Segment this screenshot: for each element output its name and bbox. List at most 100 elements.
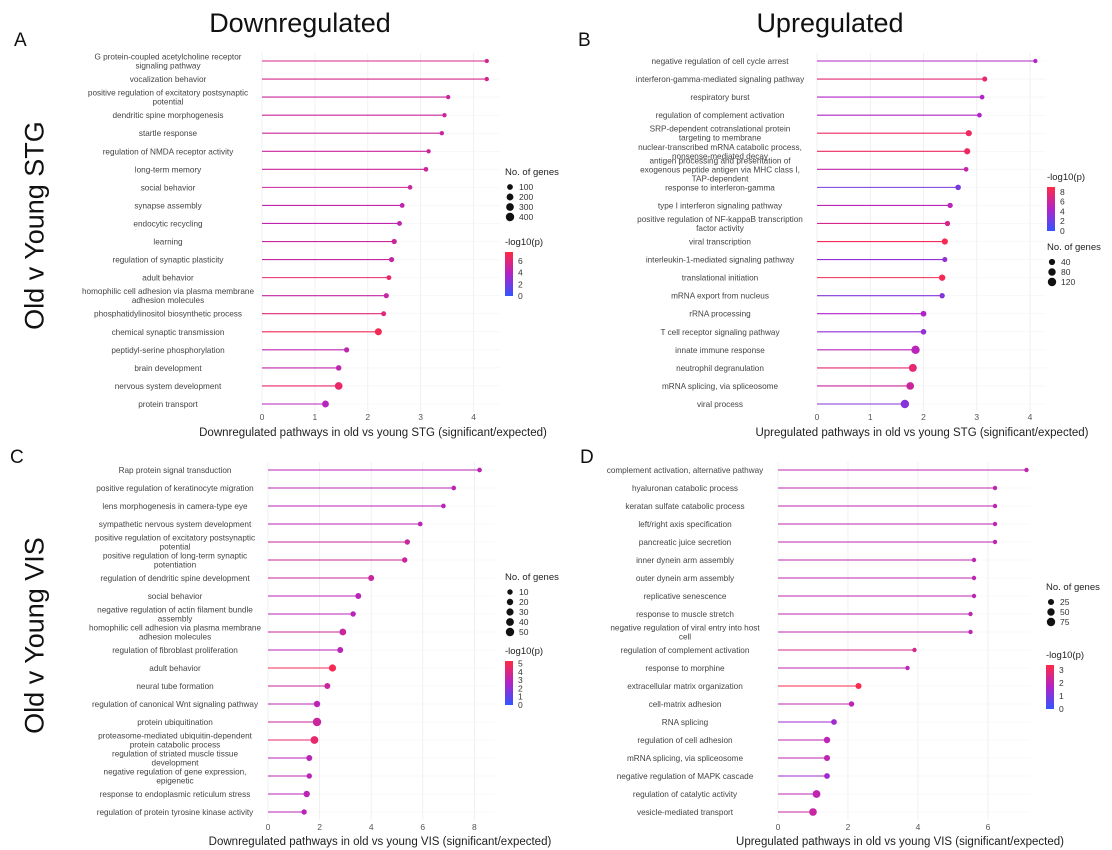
category-label: negative regulation of gene expression, e… (104, 768, 247, 786)
color-legend: -log10(p) 6 42 0 (505, 237, 543, 301)
category-label: SRP-dependent cotranslational protein tar… (650, 125, 791, 143)
x-tick-label: 4 (471, 412, 476, 422)
color-legend-tick: 2 (1059, 678, 1064, 688)
color-legend-bar (1047, 187, 1055, 231)
category-label: peptidyl-serine phosphorylation (111, 346, 225, 355)
lollipop-point (965, 130, 972, 137)
lollipop-point (941, 238, 948, 245)
lollipop-point (417, 521, 423, 527)
size-legend-dot (506, 598, 514, 606)
lollipop-point (442, 112, 447, 118)
lollipop-point (484, 76, 489, 82)
lollipop-point (306, 755, 313, 761)
x-tick-label: 2 (365, 412, 370, 422)
category-label: neural tube formation (136, 682, 214, 691)
lollipop-point (445, 94, 451, 100)
category-label: G protein-coupled acetylcholine receptor… (94, 53, 241, 71)
color-legend: -log10(p) 3 2 1 0 (1046, 650, 1084, 714)
size-legend-label: 75 (1060, 617, 1070, 627)
category-label: mRNA splicing, via spliceosome (662, 382, 778, 391)
color-legend-tick: 0 (1060, 226, 1065, 236)
lollipop-point (971, 593, 977, 599)
category-label: RNA splicing (662, 718, 709, 727)
category-label: respiratory burst (690, 93, 750, 102)
lollipop-point (339, 628, 347, 636)
x-tick-label: 1 (868, 412, 873, 422)
size-legend-label: 300 (519, 202, 533, 212)
category-label: adult behavior (142, 274, 194, 283)
lollipop-point (484, 58, 489, 64)
category-label: translational initiation (682, 274, 759, 283)
category-label: homophilic cell adhesion via plasma memb… (82, 287, 254, 305)
lollipop-point (402, 557, 408, 563)
lollipop-point (947, 202, 953, 209)
category-label: endocytic recycling (133, 219, 203, 228)
lollipop-point (312, 717, 322, 727)
color-legend-tick: 2 (1060, 216, 1065, 226)
size-legend-label: 50 (1060, 607, 1070, 617)
category-label: rRNA processing (689, 310, 751, 319)
x-tick-label: 2 (846, 822, 851, 832)
lollipop-point (992, 539, 998, 545)
category-label: complement activation, alternative pathw… (607, 466, 764, 475)
lollipop-point (992, 503, 998, 509)
x-tick-label: 0 (266, 822, 271, 832)
lollipop-point (955, 184, 961, 191)
lollipop-point (368, 575, 375, 581)
x-axis-title: Downregulated pathways in old vs young V… (209, 836, 552, 848)
lollipop-point (979, 94, 985, 100)
color-legend-tick: 1 (1059, 691, 1064, 701)
size-legend-dot (506, 203, 514, 211)
category-label: type I interferon signaling pathway (658, 201, 783, 210)
category-label: regulation of catalytic activity (633, 790, 738, 799)
category-label: outer dynein arm assembly (636, 574, 735, 583)
lollipop-point (912, 647, 917, 653)
category-label: mRNA export from nucleus (671, 292, 769, 301)
x-tick-label: 3 (974, 412, 979, 422)
lollipop-point (992, 485, 998, 491)
color-legend-tick: 0 (518, 700, 523, 710)
column-title-upregulated: Upregulated (756, 8, 904, 38)
category-label: homophilic cell adhesion via plasma memb… (89, 624, 261, 642)
lollipop-point (306, 773, 312, 779)
color-legend-tick: 3 (518, 675, 523, 685)
category-label: response to muscle stretch (636, 610, 734, 619)
category-label: regulation of fibroblast proliferation (112, 646, 238, 655)
size-legend-dot (1047, 598, 1055, 606)
size-legend-label: 30 (519, 607, 529, 617)
size-legend-title: No. of genes (1047, 242, 1101, 253)
category-label: lens morphogenesis in camera-type eye (102, 502, 248, 511)
lollipop-point (335, 365, 342, 371)
color-legend-tick: 0 (1059, 704, 1064, 714)
lollipop-point (423, 167, 429, 172)
lollipop-point (337, 647, 344, 653)
category-label: neutrophil degranulation (676, 364, 764, 373)
panel-letter-c: C (10, 447, 24, 468)
category-label: extracellular matrix organization (627, 682, 743, 691)
lollipop-point (324, 683, 331, 689)
panel-b-chart: negative regulation of cell cycle arrest… (636, 53, 1101, 439)
x-tick-label: 3 (418, 412, 423, 422)
panel-c-chart: Rap protein signal transduction positive … (89, 462, 559, 848)
category-label: negative regulation of MAPK cascade (617, 772, 754, 781)
lollipop-point (322, 400, 329, 408)
category-label: interferon-gamma-mediated signaling path… (636, 75, 805, 84)
lollipop-point (391, 238, 397, 245)
lollipop-point (313, 700, 321, 708)
category-label: inner dynein arm assembly (636, 556, 735, 565)
x-tick-label: 4 (369, 822, 374, 832)
category-label: regulation of complement activation (621, 646, 750, 655)
x-tick-label: 0 (815, 412, 820, 422)
size-legend-dot (506, 618, 514, 626)
x-tick-label: 0 (260, 412, 265, 422)
size-legend-dot (1048, 258, 1056, 266)
lollipop-point (944, 220, 951, 227)
x-tick-label: 1 (313, 412, 318, 422)
lollipop-point (374, 328, 382, 336)
category-label: regulation of canonical Wnt signaling pa… (92, 700, 259, 709)
category-label: learning (153, 238, 183, 247)
